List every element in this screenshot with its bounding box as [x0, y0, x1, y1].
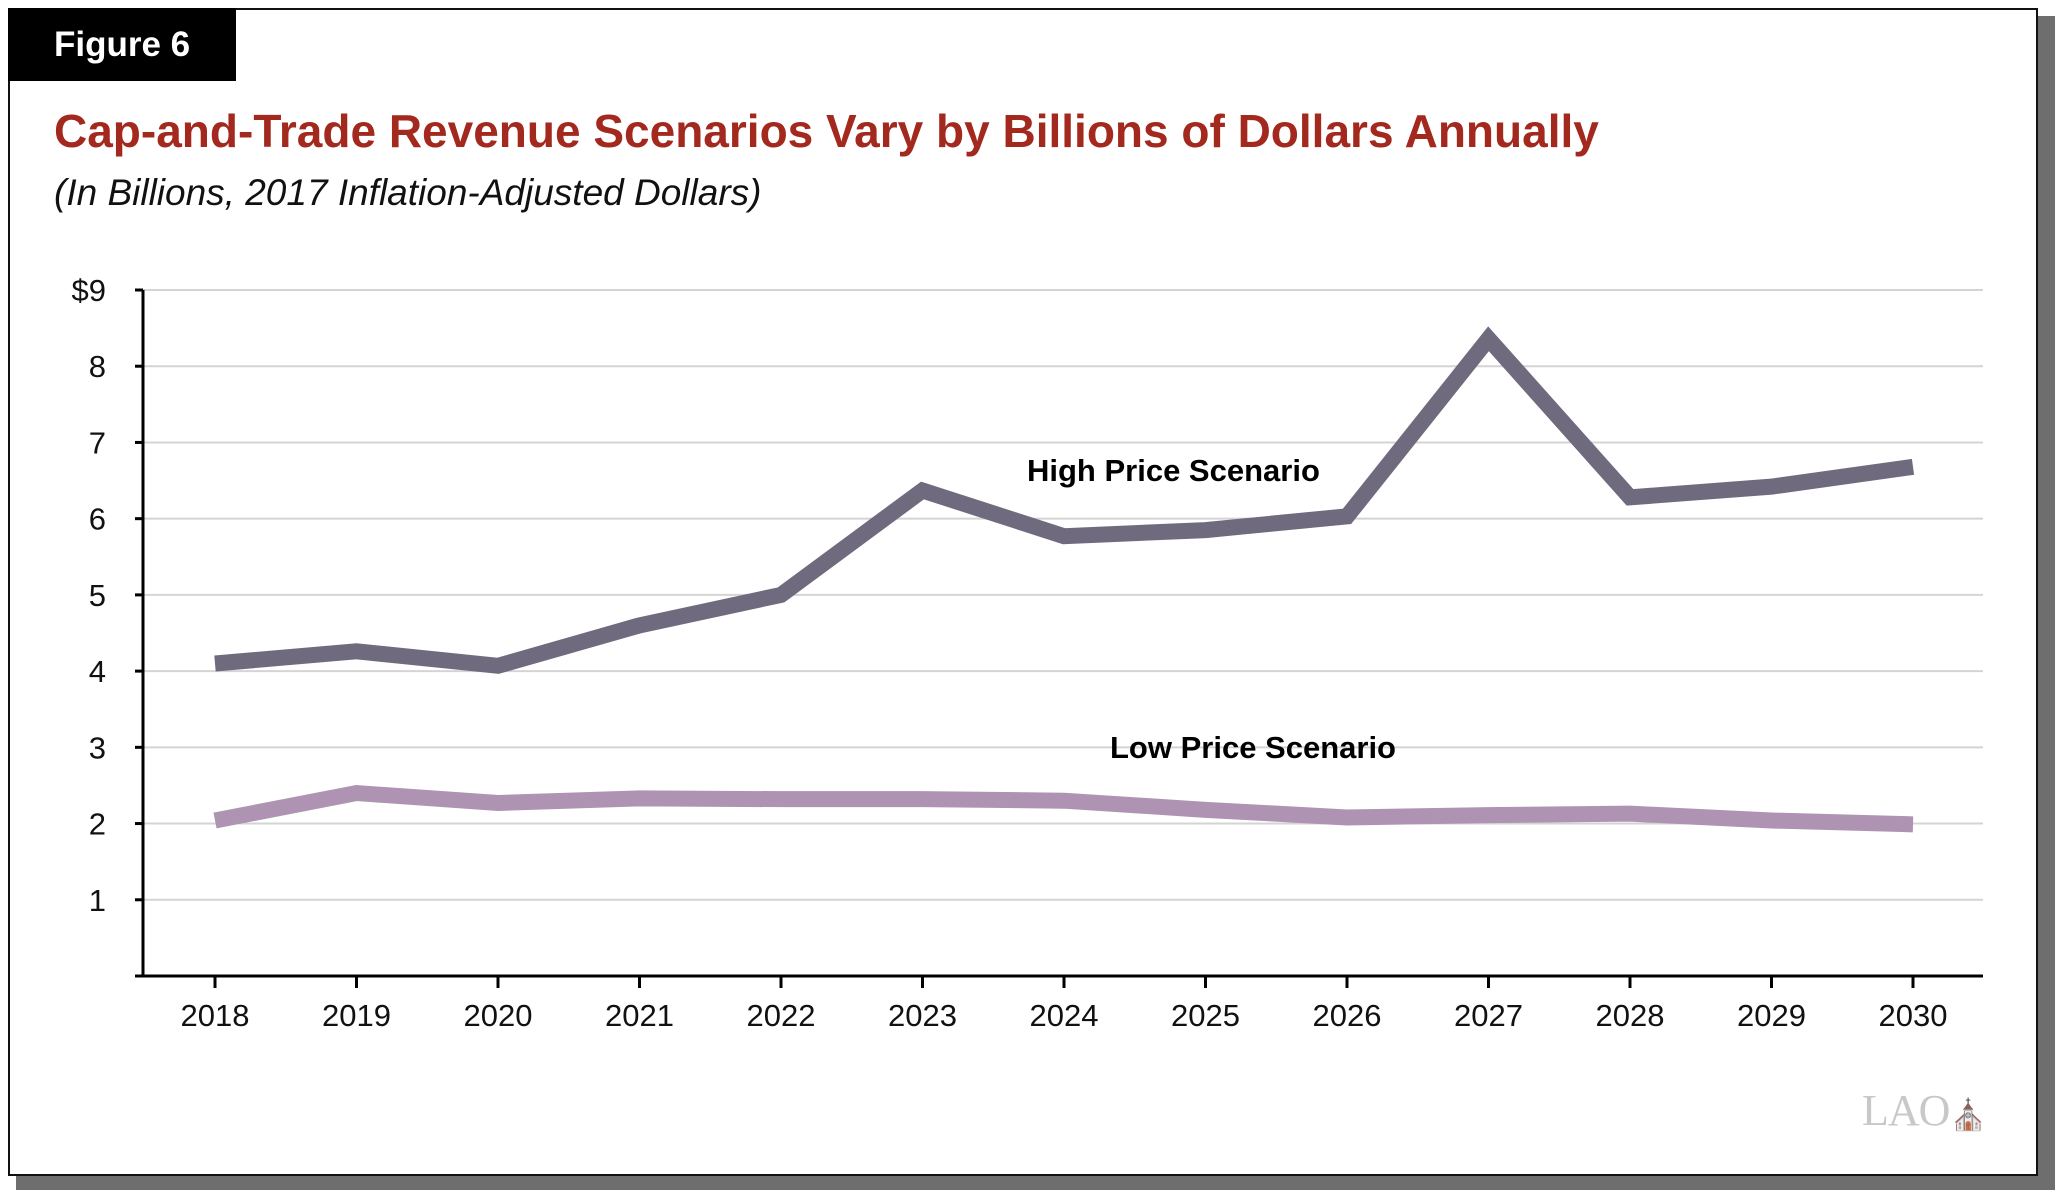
- y-tick-label: 4: [89, 654, 106, 689]
- figure-label: Figure 6: [8, 8, 236, 81]
- y-tick-label: 1: [89, 883, 106, 918]
- x-tick-label: 2030: [1879, 998, 1948, 1033]
- x-tick-label: 2021: [605, 998, 674, 1033]
- x-tick-label: 2024: [1030, 998, 1099, 1033]
- x-tick-label: 2022: [747, 998, 816, 1033]
- y-tick-label: 5: [89, 578, 106, 613]
- x-tick-label: 2029: [1737, 998, 1806, 1033]
- x-tick-label: 2019: [322, 998, 391, 1033]
- y-tick-label: 8: [89, 349, 106, 384]
- y-tick-label: 7: [89, 425, 106, 460]
- x-tick-label: 2026: [1313, 998, 1382, 1033]
- y-tick-label: 2: [89, 807, 106, 842]
- x-tick-label: 2023: [888, 998, 957, 1033]
- figure-frame: [8, 8, 2038, 1176]
- y-tick-label: $9: [72, 273, 106, 308]
- x-tick-label: 2020: [464, 998, 533, 1033]
- chart-subtitle: (In Billions, 2017 Inflation-Adjusted Do…: [54, 172, 762, 213]
- high-price-series-label: High Price Scenario: [1027, 453, 1320, 488]
- x-tick-label: 2025: [1171, 998, 1240, 1033]
- low-price-series-line: [213, 785, 1914, 833]
- chart-title: Cap-and-Trade Revenue Scenarios Vary by …: [54, 105, 1599, 157]
- y-tick-label: 3: [89, 730, 106, 765]
- low-price-series-label: Low Price Scenario: [1110, 730, 1396, 765]
- x-tick-label: 2028: [1596, 998, 1665, 1033]
- x-tick-label: 2027: [1454, 998, 1523, 1033]
- high-price-series-line: [214, 326, 1915, 674]
- x-tick-label: 2018: [181, 998, 250, 1033]
- y-tick-label: 6: [89, 502, 106, 537]
- lao-logo: LAO⛪: [1862, 1086, 1987, 1135]
